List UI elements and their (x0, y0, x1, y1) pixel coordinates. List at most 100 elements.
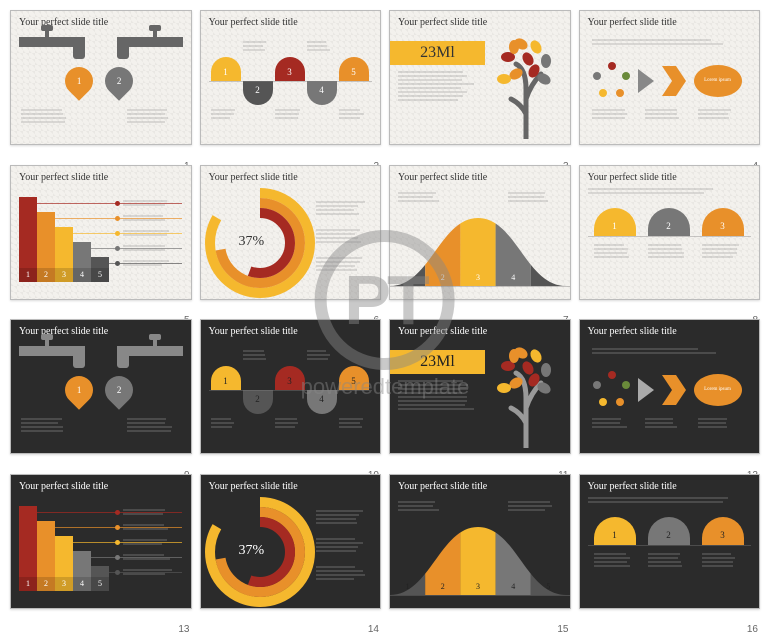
lorem-text (316, 229, 371, 245)
slide-title: Your perfect slide title (19, 326, 108, 337)
lorem-text (211, 109, 239, 121)
slide-title: Your perfect slide title (209, 481, 298, 492)
lorem-text (645, 418, 685, 430)
lorem-text (508, 192, 558, 204)
lorem-text (339, 109, 367, 121)
slide-thumbnail-10[interactable]: Your perfect slide title12345 (200, 319, 382, 454)
lorem-text (698, 109, 738, 121)
slide-thumbnail-7[interactable]: Your perfect slide title12345 (389, 165, 571, 300)
lorem-text (21, 418, 71, 434)
endpoint-label: Lorem ipsum (704, 387, 731, 393)
slide-thumbnail-16[interactable]: Your perfect slide title123 (579, 474, 761, 609)
donut-percent: 37% (239, 543, 265, 559)
stair-num: 3 (55, 577, 73, 591)
svg-text:4: 4 (511, 273, 515, 282)
drop-1: 1 (59, 370, 99, 410)
slide-title: Your perfect slide title (588, 172, 677, 183)
slide-title: Your perfect slide title (588, 17, 677, 28)
stair-num: 1 (19, 577, 37, 591)
slide-thumbnail-3[interactable]: Your perfect slide title23Ml (389, 10, 571, 145)
slide-thumbnail-13[interactable]: Your perfect slide title12345 (10, 474, 192, 609)
semicircle-5: 5 (339, 57, 369, 81)
semicircle-5: 5 (339, 366, 369, 390)
lorem-text (588, 497, 748, 505)
stair-num: 5 (91, 577, 109, 591)
svg-text:3: 3 (476, 582, 480, 591)
drop-2: 2 (99, 370, 139, 410)
lorem-text (275, 109, 303, 121)
slide-title: Your perfect slide title (19, 172, 108, 183)
chevron-icon (638, 378, 654, 402)
lorem-text (123, 539, 178, 547)
lorem-text (243, 41, 271, 53)
lorem-text (123, 554, 178, 562)
slide-thumbnail-5[interactable]: Your perfect slide title12345 (10, 165, 192, 300)
stair-num: 5 (91, 268, 109, 282)
slide-thumbnail-2[interactable]: Your perfect slide title12345 (200, 10, 382, 145)
big-metric: 23Ml (420, 44, 455, 62)
semicircle-2: 2 (648, 208, 690, 236)
drop-2: 2 (99, 61, 139, 101)
stair-num: 4 (73, 577, 91, 591)
slide-title: Your perfect slide title (588, 481, 677, 492)
value-band: 23Ml (390, 350, 485, 374)
slide-thumbnail-11[interactable]: Your perfect slide title23Ml (389, 319, 571, 454)
slide-title: Your perfect slide title (209, 326, 298, 337)
drop-1: 1 (59, 61, 99, 101)
lorem-text (645, 109, 685, 121)
lorem-text (123, 230, 178, 238)
chevron-icon (638, 69, 654, 93)
slide-thumbnail-4[interactable]: Your perfect slide title Lorem ipsum (579, 10, 761, 145)
lorem-text (648, 553, 690, 569)
stair-num: 1 (19, 268, 37, 282)
semicircle-2: 2 (243, 81, 273, 105)
stair-num: 2 (37, 577, 55, 591)
lorem-text (123, 245, 178, 253)
chevron-icon (662, 66, 686, 96)
lorem-text (123, 569, 178, 577)
slide-thumbnail-14[interactable]: Your perfect slide title 37% (200, 474, 382, 609)
lorem-text (339, 418, 367, 430)
slide-thumbnail-9[interactable]: Your perfect slide title 12 (10, 319, 192, 454)
lorem-text (211, 418, 239, 430)
lorem-text (592, 109, 632, 121)
slide-title: Your perfect slide title (588, 326, 677, 337)
lorem-text (316, 257, 371, 273)
lorem-text (316, 201, 371, 217)
svg-text:2: 2 (441, 273, 445, 282)
mountain-chart: 12345 (390, 206, 566, 286)
lorem-text (594, 244, 636, 260)
lorem-text (698, 418, 738, 430)
semicircle-1: 1 (211, 57, 241, 81)
slide-thumbnail-12[interactable]: Your perfect slide title Lorem ipsum (579, 319, 761, 454)
process-endpoint: Lorem ipsum (694, 65, 742, 97)
lorem-text (398, 192, 448, 204)
svg-text:1: 1 (406, 582, 410, 591)
semicircle-4: 4 (307, 390, 337, 414)
slide-thumbnail-15[interactable]: Your perfect slide title12345 (389, 474, 571, 609)
semicircle-4: 4 (307, 81, 337, 105)
lorem-text (123, 260, 178, 268)
lorem-text (592, 348, 742, 356)
slide-grid: Your perfect slide title121Your perfect … (0, 0, 770, 630)
lorem-text (648, 244, 690, 260)
svg-text:5: 5 (546, 273, 550, 282)
tree-icon (486, 29, 566, 139)
svg-text:1: 1 (406, 273, 410, 282)
slide-title: Your perfect slide title (398, 172, 487, 183)
lorem-text (243, 350, 271, 362)
stair-num: 2 (37, 268, 55, 282)
lorem-text (123, 524, 178, 532)
process-endpoint: Lorem ipsum (694, 374, 742, 406)
big-metric: 23Ml (420, 353, 455, 371)
lorem-text (702, 553, 744, 569)
semicircle-3: 3 (702, 517, 744, 545)
stair-num: 4 (73, 268, 91, 282)
endpoint-label: Lorem ipsum (704, 78, 731, 84)
lorem-text (127, 109, 177, 125)
chevron-icon (662, 375, 686, 405)
semicircle-3: 3 (275, 366, 305, 390)
slide-thumbnail-6[interactable]: Your perfect slide title37% (200, 165, 382, 300)
slide-thumbnail-1[interactable]: Your perfect slide title12 (10, 10, 192, 145)
slide-thumbnail-8[interactable]: Your perfect slide title123 (579, 165, 761, 300)
